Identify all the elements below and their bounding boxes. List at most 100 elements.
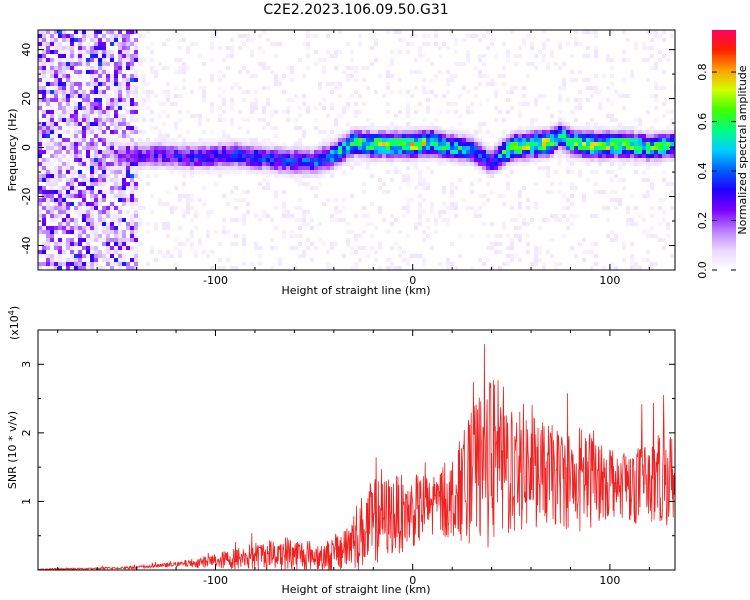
heatmap-cell [62,222,66,226]
heatmap-cell [590,30,594,34]
heatmap-cell [182,174,186,178]
heatmap-cell [534,246,538,250]
heatmap-cell [274,190,278,194]
heatmap-cell [662,114,666,118]
heatmap-cell [126,74,130,78]
heatmap-cell [46,190,50,194]
heatmap-cell [66,222,70,226]
heatmap-cell [470,102,474,106]
heatmap-cell [390,142,394,146]
heatmap-cell [594,146,598,150]
heatmap-cell [366,166,370,170]
heatmap-cell [50,170,54,174]
heatmap-cell [166,98,170,102]
heatmap-cell [490,242,494,246]
heatmap-cell [238,198,242,202]
heatmap-cell [70,230,74,234]
heatmap-cell [390,62,394,66]
heatmap-cell [110,142,114,146]
heatmap-cell [190,230,194,234]
heatmap-cell [550,114,554,118]
heatmap-cell [294,154,298,158]
heatmap-cell [54,46,58,50]
heatmap-cell [138,146,142,150]
heatmap-cell [422,210,426,214]
heatmap-cell [586,142,590,146]
heatmap-cell [62,162,66,166]
heatmap-cell [230,162,234,166]
heatmap-cell [654,154,658,158]
heatmap-cell [122,198,126,202]
heatmap-cell [218,138,222,142]
heatmap-cell [86,222,90,226]
heatmap-cell [118,46,122,50]
heatmap-cell [142,58,146,62]
heatmap-cell [306,30,310,34]
heatmap-cell [466,150,470,154]
heatmap-cell [342,138,346,142]
heatmap-cell [486,166,490,170]
heatmap-cell [78,182,82,186]
heatmap-cell [98,106,102,110]
heatmap-cell [46,82,50,86]
heatmap-cell [482,158,486,162]
heatmap-cell [354,214,358,218]
heatmap-cell [282,214,286,218]
heatmap-cell [134,162,138,166]
heatmap-cell [446,90,450,94]
heatmap-cell [470,190,474,194]
heatmap-cell [402,38,406,42]
heatmap-cell [622,130,626,134]
heatmap-cell [566,138,570,142]
heatmap-cell [282,234,286,238]
heatmap-cell [390,246,394,250]
colorbar-label: Normalized spectral amplitude [736,65,749,234]
heatmap-cell [530,154,534,158]
spectrogram-x-ticks: -100 0 100 [57,30,650,287]
heatmap-cell [326,250,330,254]
heatmap-cell [410,142,414,146]
heatmap-cell [70,74,74,78]
heatmap-cell [498,150,502,154]
heatmap-cell [490,190,494,194]
heatmap-cell [454,138,458,142]
heatmap-cell [554,218,558,222]
heatmap-cell [90,158,94,162]
heatmap-cell [210,166,214,170]
heatmap-cell [282,202,286,206]
heatmap-cell [94,126,98,130]
heatmap-cell [86,34,90,38]
heatmap-cell [422,182,426,186]
heatmap-cell [550,126,554,130]
heatmap-cell [86,150,90,154]
heatmap-cell [354,234,358,238]
heatmap-cell [506,174,510,178]
heatmap-cell [606,206,610,210]
heatmap-cell [418,210,422,214]
heatmap-cell [62,94,66,98]
heatmap-cell [66,186,70,190]
heatmap-cell [578,130,582,134]
heatmap-cell [238,150,242,154]
heatmap-cell [474,154,478,158]
heatmap-cell [646,258,650,262]
heatmap-cell [574,42,578,46]
heatmap-cell [650,46,654,50]
heatmap-cell [622,50,626,54]
heatmap-cell [38,262,42,266]
heatmap-cell [422,90,426,94]
heatmap-cell [478,170,482,174]
heatmap-cell [262,62,266,66]
heatmap-cell [270,154,274,158]
heatmap-cell [602,74,606,78]
heatmap-cell [426,98,430,102]
heatmap-cell [346,158,350,162]
heatmap-cell [70,174,74,178]
heatmap-cell [534,134,538,138]
heatmap-cell [146,182,150,186]
heatmap-cell [114,170,118,174]
heatmap-cell [70,90,74,94]
heatmap-cell [70,34,74,38]
heatmap-cell [186,194,190,198]
heatmap-cell [62,230,66,234]
